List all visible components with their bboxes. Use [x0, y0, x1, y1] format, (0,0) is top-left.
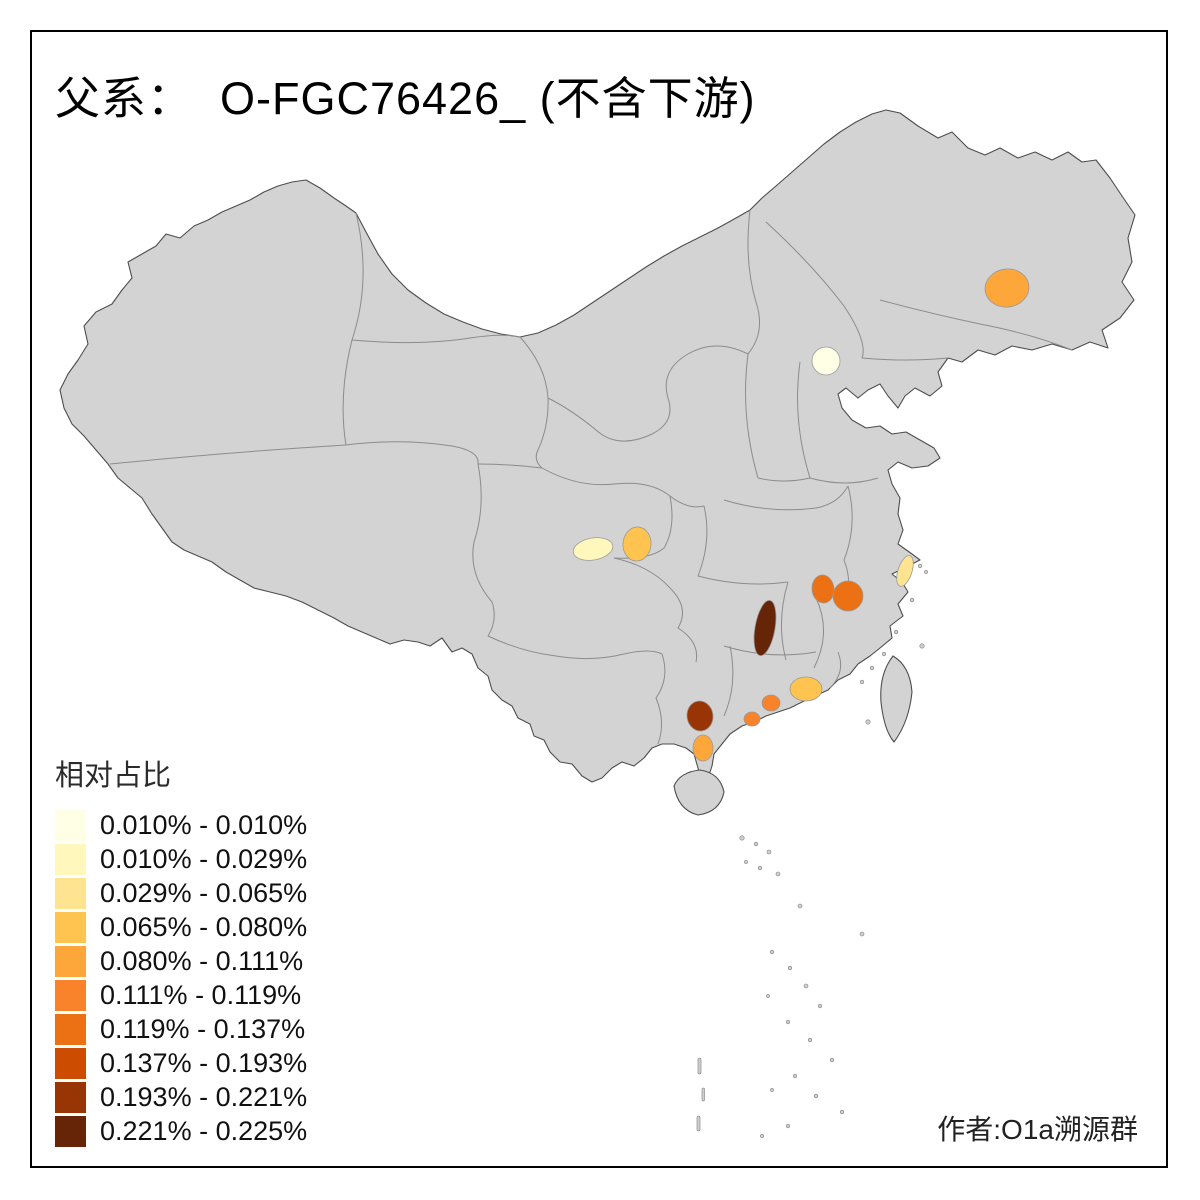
- region-leizhou-peninsula[interactable]: [692, 734, 714, 762]
- region-sichuan-central[interactable]: [622, 526, 653, 562]
- legend-label: 0.221% - 0.225%: [100, 1115, 308, 1146]
- region-sichuan-west[interactable]: [571, 535, 614, 564]
- region-zhejiang-west-a[interactable]: [811, 574, 836, 604]
- legend-swatch: [55, 979, 86, 1011]
- legend-rows: 0.010% - 0.010% 0.010% - 0.029% 0.029% - 0…: [55, 808, 307, 1148]
- legend-swatch: [55, 877, 86, 909]
- legend-swatch: [55, 1013, 86, 1045]
- legend-swatch: [55, 1047, 86, 1079]
- legend-row-5: 0.080% - 0.111%: [55, 944, 307, 978]
- legend-row-3: 0.029% - 0.065%: [55, 876, 307, 910]
- legend-swatch: [55, 1115, 86, 1147]
- legend-label: 0.080% - 0.111%: [100, 945, 304, 976]
- region-beijing-area[interactable]: [811, 346, 841, 376]
- china-mainland: [59, 109, 1136, 785]
- legend-row-1: 0.010% - 0.010%: [55, 808, 307, 842]
- legend-label: 0.137% - 0.193%: [100, 1047, 308, 1078]
- region-guangdong-central-b[interactable]: [743, 711, 761, 727]
- page-title: 父系： O-FGC76426_ (不含下游): [55, 73, 756, 124]
- legend-swatch: [55, 809, 86, 841]
- author-credit: 作者:O1a溯源群: [937, 1114, 1138, 1145]
- legend-label: 0.119% - 0.137%: [100, 1013, 306, 1044]
- legend-row-7: 0.119% - 0.137%: [55, 1012, 307, 1046]
- legend-swatch: [55, 911, 86, 943]
- highlighted-prefectures: [571, 266, 1032, 762]
- legend-label: 0.010% - 0.029%: [100, 843, 308, 874]
- legend-title: 相对占比: [55, 760, 172, 792]
- region-guangdong-central-a[interactable]: [761, 694, 781, 712]
- region-zhejiang-west-b[interactable]: [832, 580, 864, 612]
- legend-row-2: 0.010% - 0.029%: [55, 842, 307, 876]
- sea-islands: [696, 563, 928, 1138]
- legend-label: 0.029% - 0.065%: [100, 877, 308, 908]
- legend-row-6: 0.111% - 0.119%: [55, 978, 307, 1012]
- legend-label: 0.193% - 0.221%: [100, 1081, 308, 1112]
- legend-swatch: [55, 843, 86, 875]
- legend-row-10: 0.221% - 0.225%: [55, 1114, 307, 1148]
- province-borders: [109, 209, 1073, 745]
- legend-row-9: 0.193% - 0.221%: [55, 1080, 307, 1114]
- legend-label: 0.111% - 0.119%: [100, 979, 302, 1010]
- legend-row-8: 0.137% - 0.193%: [55, 1046, 307, 1080]
- region-zhejiang-coast-zhoushan[interactable]: [893, 554, 916, 589]
- hainan-island: [673, 769, 725, 816]
- legend-row-4: 0.065% - 0.080%: [55, 910, 307, 944]
- legend-label: 0.065% - 0.080%: [100, 911, 308, 942]
- taiwan-island: [880, 655, 913, 743]
- legend-label: 0.010% - 0.010%: [100, 809, 308, 840]
- region-guangxi-southeast[interactable]: [685, 699, 715, 732]
- region-hunan-jiangxi-border[interactable]: [750, 599, 779, 658]
- legend-swatch: [55, 1081, 86, 1113]
- region-guangdong-east[interactable]: [789, 676, 823, 702]
- region-northeast-harbin-area[interactable]: [983, 266, 1032, 310]
- legend: 相对占比 0.010% - 0.010% 0.010% - 0.029% 0.029…: [55, 752, 307, 1148]
- legend-swatch: [55, 945, 86, 977]
